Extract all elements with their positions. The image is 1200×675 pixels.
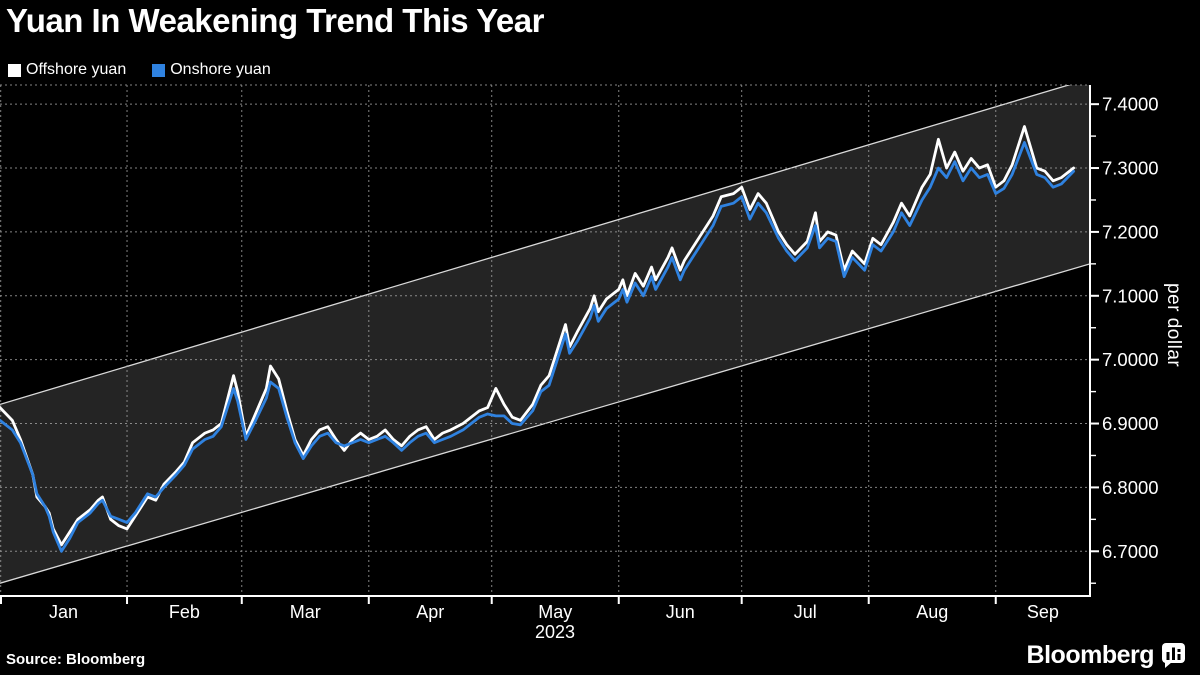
- series-line-onshore: [0, 141, 1076, 553]
- svg-text:7.1000: 7.1000: [1102, 285, 1159, 306]
- x-axis-year-label: 2023: [534, 622, 576, 642]
- svg-text:7.0000: 7.0000: [1102, 349, 1159, 370]
- axes: [0, 85, 1099, 604]
- svg-text:Aug: Aug: [916, 602, 948, 622]
- legend-item-onshore: Onshore yuan: [152, 61, 271, 79]
- gridlines: [0, 84, 1090, 596]
- svg-text:6.8000: 6.8000: [1102, 477, 1159, 498]
- svg-text:7.2000: 7.2000: [1102, 221, 1159, 242]
- offshore-swatch-icon: [8, 63, 21, 77]
- svg-text:Jan: Jan: [49, 602, 78, 622]
- series-line-offshore: [0, 125, 1076, 547]
- svg-text:Jun: Jun: [666, 602, 695, 622]
- svg-text:7.3000: 7.3000: [1102, 158, 1159, 179]
- svg-text:May: May: [538, 602, 572, 622]
- legend: Offshore yuan Onshore yuan: [8, 61, 271, 79]
- trend-channel: [0, 85, 1090, 584]
- bloomberg-terminal-icon: [1162, 643, 1185, 668]
- legend-item-offshore: Offshore yuan: [8, 61, 126, 79]
- y-axis-tick-labels: 7.4000 7.3000 7.2000 7.1000 7.0000 6.9000 6.80…: [1102, 94, 1159, 562]
- bloomberg-wordmark: Bloomberg: [1026, 641, 1155, 669]
- legend-label-onshore: Onshore yuan: [170, 61, 271, 78]
- x-axis-month-labels: Jan Feb Mar Apr May Jun Jul Aug Sep: [49, 602, 1059, 622]
- legend-label-offshore: Offshore yuan: [26, 61, 127, 78]
- onshore-swatch-icon: [152, 63, 166, 77]
- svg-text:Feb: Feb: [169, 602, 200, 622]
- svg-text:Sep: Sep: [1027, 602, 1059, 622]
- svg-text:Jul: Jul: [794, 602, 817, 622]
- svg-text:6.9000: 6.9000: [1102, 413, 1159, 434]
- svg-text:6.7000: 6.7000: [1102, 541, 1159, 562]
- svg-text:7.4000: 7.4000: [1102, 94, 1159, 115]
- svg-text:Mar: Mar: [290, 602, 321, 622]
- svg-text:Apr: Apr: [416, 602, 444, 622]
- y-axis-title: per dollar: [1163, 283, 1184, 368]
- bloomberg-logo: Bloomberg: [1027, 641, 1188, 670]
- chart-title: Yuan In Weakening Trend This Year: [6, 2, 544, 39]
- source-credit: Source: Bloomberg: [6, 651, 146, 668]
